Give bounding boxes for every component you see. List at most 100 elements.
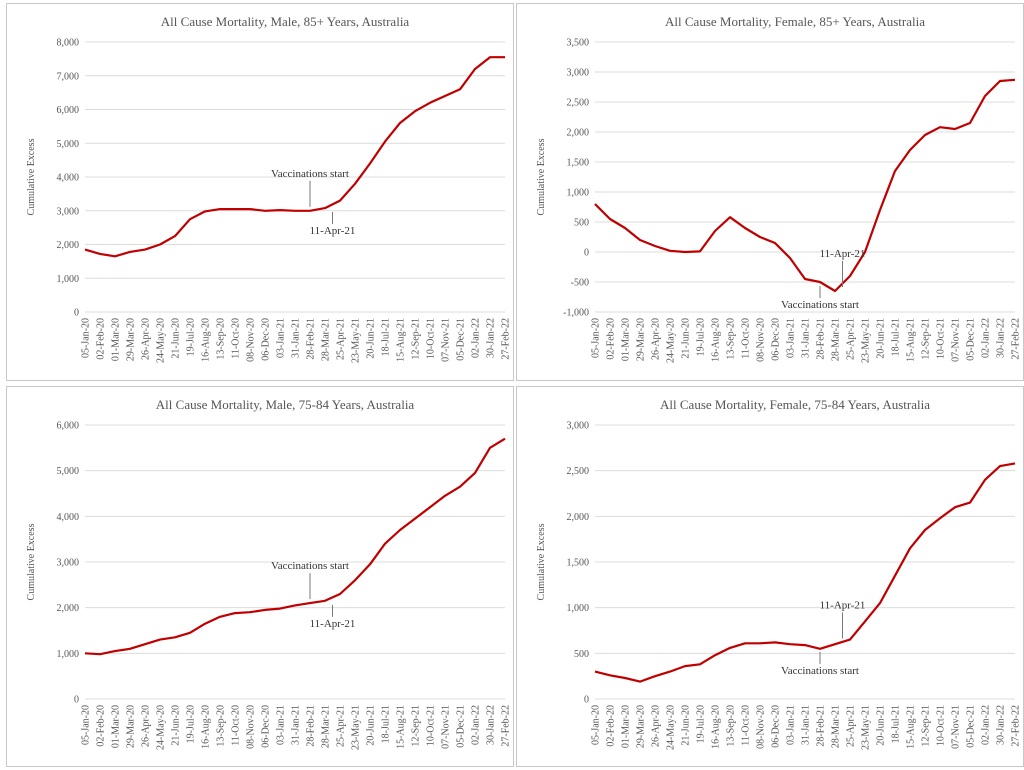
x-tick-label: 24-May-20 <box>156 318 167 363</box>
x-tick-label: 23-May-21 <box>861 318 872 363</box>
x-tick-label: 10-Oct-21 <box>426 705 437 746</box>
x-tick-label: 11-Oct-20 <box>741 318 752 359</box>
x-tick-label: 21-Jun-20 <box>171 705 182 746</box>
y-axis-label: Cumulative Excess <box>536 138 547 215</box>
x-tick-label: 03-Jan-21 <box>786 318 797 358</box>
x-tick-label: 26-Apr-20 <box>651 318 662 360</box>
y-tick-label: 3,000 <box>57 558 80 569</box>
y-tick-label: 3,000 <box>567 421 590 432</box>
x-tick-label: 05-Jan-20 <box>81 705 92 745</box>
x-tick-label: 24-May-20 <box>156 705 167 750</box>
x-tick-label: 13-Sep-20 <box>216 705 227 747</box>
x-tick-label: 21-Jun-20 <box>171 318 182 359</box>
x-tick-label: 25-Apr-21 <box>846 318 857 360</box>
chart-male-85: All Cause Mortality, Male, 85+ Years, Au… <box>26 14 512 363</box>
y-tick-label: 3,500 <box>567 38 590 49</box>
x-tick-label: 29-Mar-20 <box>636 318 647 361</box>
x-tick-label: 02-Jan-22 <box>981 705 992 745</box>
x-tick-label: 06-Dec-20 <box>771 705 782 748</box>
x-tick-label: 23-May-21 <box>351 705 362 750</box>
y-axis-label: Cumulative Excess <box>26 523 37 600</box>
x-tick-label: 18-Jul-21 <box>891 705 902 743</box>
chart-female-75-84: All Cause Mortality, Female, 75-84 Years… <box>536 397 1022 750</box>
x-tick-label: 25-Apr-21 <box>846 705 857 747</box>
chart-panel-male-85: All Cause Mortality, Male, 85+ Years, Au… <box>6 3 514 381</box>
y-tick-label: 500 <box>574 218 589 229</box>
x-tick-label: 05-Dec-21 <box>966 705 977 748</box>
x-tick-label: 03-Jan-21 <box>276 705 287 745</box>
x-tick-label: 07-Nov-21 <box>951 318 962 362</box>
y-tick-label: 0 <box>584 695 589 706</box>
chart-panel-female-75-84: All Cause Mortality, Female, 75-84 Years… <box>516 386 1024 767</box>
series-line <box>84 56 505 258</box>
x-tick-label: 29-Mar-20 <box>636 705 647 748</box>
y-tick-label: 8,000 <box>57 38 80 49</box>
x-tick-label: 01-Mar-20 <box>111 318 122 361</box>
x-tick-label: 05-Dec-21 <box>456 705 467 748</box>
x-tick-label: 31-Jan-21 <box>291 318 302 358</box>
y-tick-label: 4,000 <box>57 173 80 184</box>
x-tick-label: 30-Jan-22 <box>486 705 497 745</box>
x-tick-label: 12-Sep-21 <box>921 705 932 747</box>
x-tick-label: 23-May-21 <box>861 705 872 750</box>
x-tick-label: 13-Sep-20 <box>726 705 737 747</box>
x-tick-label: 20-Jun-21 <box>876 705 887 746</box>
x-tick-label: 18-Jul-21 <box>891 318 902 356</box>
y-tick-label: 2,000 <box>57 603 80 614</box>
y-tick-label: 5,000 <box>57 466 80 477</box>
x-tick-label: 02-Feb-20 <box>606 705 617 747</box>
y-axis-label: Cumulative Excess <box>536 523 547 600</box>
x-tick-label: 30-Jan-22 <box>996 705 1007 745</box>
x-tick-label: 03-Jan-21 <box>276 318 287 358</box>
chart-panel-female-85: All Cause Mortality, Female, 85+ Years, … <box>516 3 1024 381</box>
x-tick-label: 27-Feb-22 <box>1011 318 1022 360</box>
annotation-label: Vaccinations start <box>271 168 349 180</box>
x-tick-label: 01-Mar-20 <box>621 705 632 748</box>
y-tick-label: -1,000 <box>563 308 589 319</box>
x-tick-label: 11-Oct-20 <box>741 705 752 746</box>
y-tick-label: 2,500 <box>567 98 590 109</box>
series-line <box>594 78 1016 293</box>
x-tick-label: 05-Jan-20 <box>81 318 92 358</box>
x-tick-label: 02-Feb-20 <box>606 318 617 360</box>
y-tick-label: 2,000 <box>57 240 80 251</box>
x-tick-label: 02-Feb-20 <box>96 705 107 747</box>
x-tick-label: 29-Mar-20 <box>126 705 137 748</box>
x-tick-label: 12-Sep-21 <box>921 318 932 360</box>
x-tick-label: 16-Aug-20 <box>711 705 722 749</box>
y-tick-label: 1,500 <box>567 158 590 169</box>
x-tick-label: 19-Jul-20 <box>696 705 707 743</box>
x-tick-label: 20-Jun-21 <box>366 318 377 359</box>
x-tick-label: 21-Jun-20 <box>681 705 692 746</box>
chart-title: All Cause Mortality, Male, 75-84 Years, … <box>156 397 415 412</box>
y-tick-label: 1,000 <box>567 188 590 199</box>
x-tick-label: 06-Dec-20 <box>771 318 782 361</box>
x-tick-label: 27-Feb-22 <box>501 705 512 747</box>
x-tick-label: 25-Apr-21 <box>336 705 347 747</box>
x-tick-label: 28-Feb-21 <box>816 318 827 360</box>
x-tick-label: 16-Aug-20 <box>711 318 722 362</box>
y-tick-label: 500 <box>574 649 589 660</box>
x-tick-label: 11-Oct-20 <box>231 318 242 359</box>
y-tick-label: 0 <box>584 248 589 259</box>
x-tick-label: 12-Sep-21 <box>411 705 422 747</box>
x-tick-label: 29-Mar-20 <box>126 318 137 361</box>
x-tick-label: 28-Mar-21 <box>321 705 332 748</box>
x-tick-label: 24-May-20 <box>666 705 677 750</box>
y-tick-label: 1,000 <box>567 603 590 614</box>
x-tick-label: 15-Aug-21 <box>396 705 407 749</box>
x-tick-label: 05-Jan-20 <box>591 705 602 745</box>
x-tick-label: 15-Aug-21 <box>906 705 917 749</box>
annotation-label: 11-Apr-21 <box>310 618 356 630</box>
chart-female-85: All Cause Mortality, Female, 85+ Years, … <box>536 14 1022 363</box>
x-tick-label: 27-Feb-22 <box>501 318 512 360</box>
x-tick-label: 30-Jan-22 <box>996 318 1007 358</box>
x-tick-label: 05-Jan-20 <box>591 318 602 358</box>
x-tick-label: 08-Nov-20 <box>756 318 767 362</box>
y-tick-label: 2,500 <box>567 466 590 477</box>
x-tick-label: 24-May-20 <box>666 318 677 363</box>
x-tick-label: 23-May-21 <box>351 318 362 363</box>
x-tick-label: 26-Apr-20 <box>141 705 152 747</box>
x-tick-label: 15-Aug-21 <box>906 318 917 362</box>
x-tick-label: 28-Mar-21 <box>831 318 842 361</box>
